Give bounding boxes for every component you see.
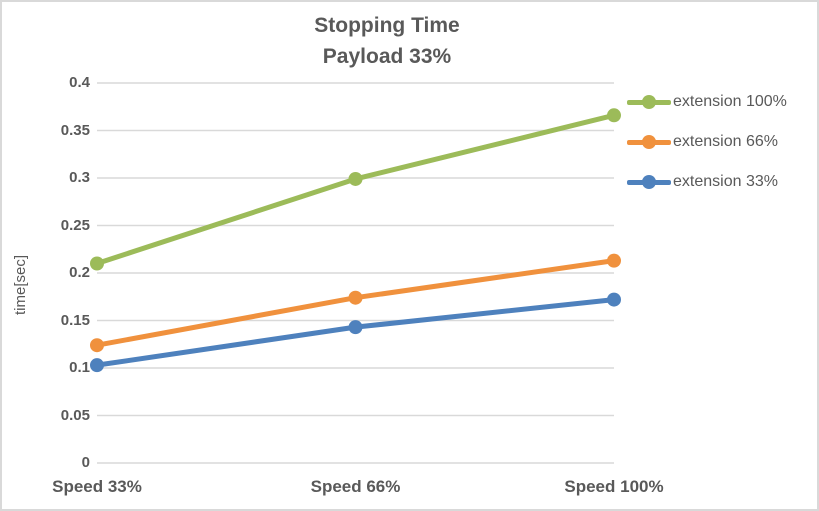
legend-label: extension 33%: [673, 173, 778, 190]
y-tick-label: 0.2: [69, 264, 90, 281]
legend-label: extension 66%: [673, 133, 778, 150]
data-point-marker: [90, 358, 104, 373]
y-tick-label: 0.4: [69, 74, 90, 91]
legend-key-line-marker-icon: [627, 174, 671, 190]
legend-key-line-marker-icon: [627, 134, 671, 150]
y-tick-label: 0.05: [60, 406, 90, 424]
plot-area: [90, 82, 621, 464]
legend-item: extension 33%: [627, 170, 778, 194]
chart-title: Stopping Time Payload 33%: [2, 10, 772, 72]
legend-label: extension 100%: [673, 93, 787, 110]
x-tick-label: Speed 33%: [52, 477, 142, 496]
chart-title-line2: Payload 33%: [322, 45, 452, 68]
data-point-marker: [348, 171, 363, 186]
x-tick-label: Speed 100%: [564, 477, 664, 496]
data-point-marker: [607, 253, 621, 268]
legend-item: extension 100%: [627, 90, 787, 114]
series-line: [94, 112, 617, 266]
legend-item: extension 66%: [627, 130, 778, 154]
legend-key-line-marker-icon: [627, 94, 671, 110]
chart-title-line1: Stopping Time: [314, 14, 460, 37]
x-tick-label: Speed 66%: [310, 477, 401, 496]
y-tick-label: 0.25: [60, 216, 90, 234]
y-tick-label: 0.3: [69, 169, 90, 186]
data-point-marker: [90, 256, 104, 271]
y-tick-label: 0: [81, 454, 90, 471]
y-tick-label: 0.15: [60, 311, 90, 329]
y-tick-label: 0.1: [69, 359, 90, 376]
data-point-marker: [607, 292, 621, 307]
data-point-marker: [90, 338, 104, 353]
data-point-marker: [607, 108, 621, 123]
y-tick-label: 0.35: [60, 121, 90, 139]
data-point-marker: [348, 290, 363, 305]
data-point-marker: [348, 320, 363, 335]
